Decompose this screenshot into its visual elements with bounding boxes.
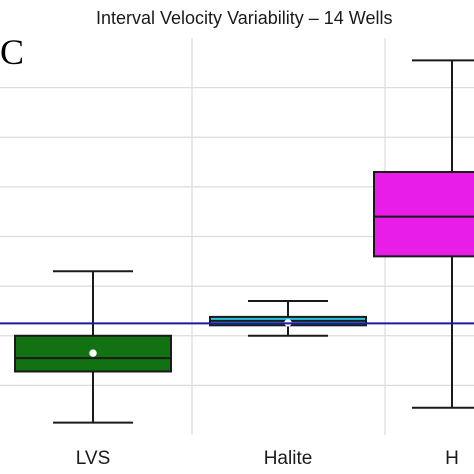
box-h [373, 59, 474, 409]
box-body [373, 170, 474, 258]
chart-title: Interval Velocity Variability – 14 Wells [96, 8, 393, 28]
x-tick-label: LVS [75, 448, 111, 469]
x-tick-label: H [445, 448, 459, 469]
mean-marker [89, 349, 97, 357]
box-series [14, 59, 474, 424]
box-halite [209, 300, 367, 337]
panel-label: C [0, 32, 25, 72]
x-tick-label: Halite [263, 448, 313, 469]
box-lvs [14, 270, 172, 424]
